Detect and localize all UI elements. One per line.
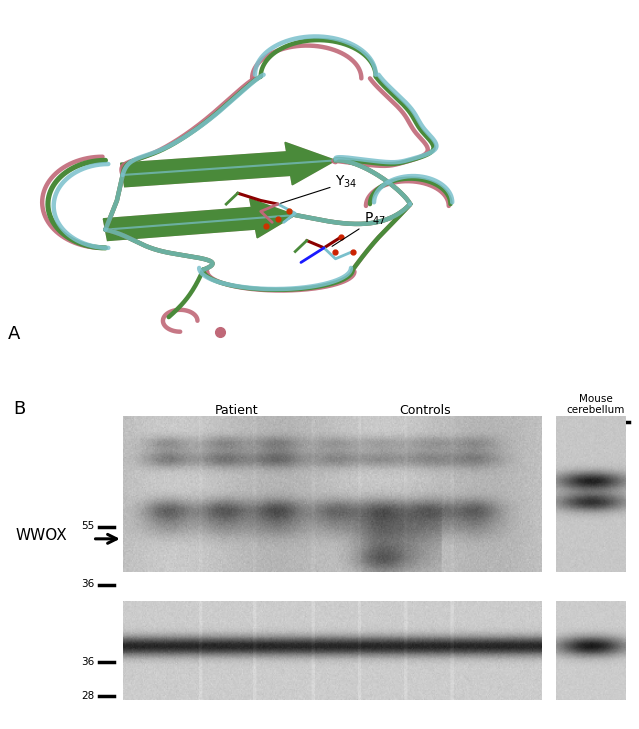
Text: A: A bbox=[8, 325, 20, 343]
Text: WWOX: WWOX bbox=[16, 528, 68, 543]
Polygon shape bbox=[121, 142, 335, 187]
Text: 36: 36 bbox=[81, 580, 95, 590]
Text: P13: P13 bbox=[222, 426, 244, 440]
Text: 36: 36 bbox=[81, 657, 95, 666]
Text: P10: P10 bbox=[152, 426, 174, 440]
Text: Controls: Controls bbox=[399, 404, 450, 417]
Text: Patient: Patient bbox=[215, 404, 258, 417]
Text: P14: P14 bbox=[293, 426, 314, 440]
Text: B: B bbox=[405, 426, 413, 440]
Text: C: C bbox=[459, 426, 467, 440]
Text: Mouse
cerebellum: Mouse cerebellum bbox=[567, 394, 625, 416]
Text: B: B bbox=[13, 400, 25, 418]
Polygon shape bbox=[104, 199, 295, 241]
Text: P$_{47}$: P$_{47}$ bbox=[332, 211, 387, 246]
Text: Y$_{34}$: Y$_{34}$ bbox=[281, 174, 358, 203]
Text: D: D bbox=[507, 426, 516, 440]
Polygon shape bbox=[104, 199, 295, 241]
Text: A: A bbox=[357, 426, 365, 440]
Text: 55: 55 bbox=[81, 521, 95, 531]
Polygon shape bbox=[121, 142, 335, 187]
Text: 28: 28 bbox=[81, 691, 95, 701]
